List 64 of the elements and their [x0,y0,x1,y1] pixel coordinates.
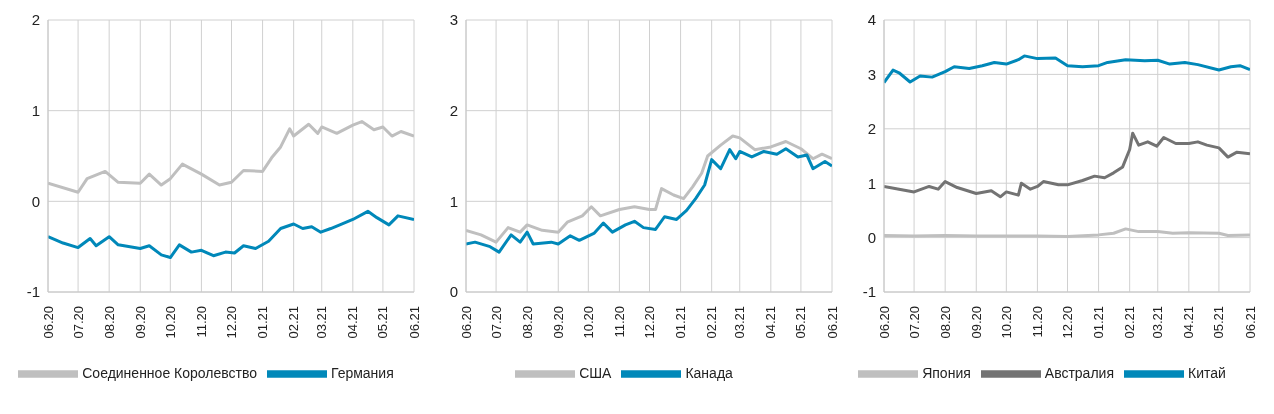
x-tick-label: 08.20 [519,306,535,339]
x-tick-label: 06.20 [458,306,474,339]
y-tick-label: 3 [867,65,876,83]
x-tick-label: 01.21 [255,306,271,339]
line-series [884,131,1250,199]
y-tick-label: 0 [867,228,876,246]
y-tick-label: -1 [26,283,40,301]
line-series [884,54,1250,85]
x-tick-label: 12.20 [642,306,657,339]
x-tick-label: 10.20 [162,306,178,339]
x-tick-label: 05.21 [1211,306,1227,339]
x-tick-label: 08.20 [101,306,117,339]
y-tick-label: 1 [867,174,876,192]
x-tick-label: 12.20 [224,306,239,339]
x-tick-label: 07.20 [488,306,504,339]
x-tick-label: 10.20 [580,306,596,339]
y-tick-label: 4 [867,11,876,29]
x-tick-label: 06.21 [406,306,422,339]
line-series [466,147,832,254]
x-tick-label: 09.20 [132,306,148,339]
x-tick-label: 06.20 [40,306,56,339]
y-tick-label: 1 [31,101,40,119]
x-tick-label: 11.20 [1029,306,1045,338]
legend-label: Австралия [1044,364,1114,381]
x-tick-label: 06.20 [876,306,892,339]
x-tick-label: 10.20 [998,306,1014,339]
x-tick-label: 02.21 [286,306,302,339]
legend-label: Германия [330,364,394,381]
x-tick-label: 06.21 [824,306,840,339]
x-tick-label: 05.21 [793,306,809,339]
legend-label: США [579,364,612,381]
y-tick-label: 0 [31,192,40,210]
x-tick-label: 02.21 [1122,306,1138,339]
x-tick-label: 08.20 [937,306,953,339]
legend-label: Канада [685,364,733,381]
x-tick-label: 11.20 [193,306,209,338]
x-tick-label: 03.21 [1150,306,1166,339]
y-tick-label: -1 [862,283,876,301]
y-tick-label: 3 [449,11,458,29]
x-tick-label: 01.21 [673,306,689,339]
y-tick-label: 2 [867,120,876,138]
y-tick-label: 2 [449,101,458,119]
x-tick-label: 04.21 [763,306,779,339]
x-tick-label: 04.21 [345,306,361,339]
x-tick-label: 07.20 [906,306,922,339]
y-tick-label: 1 [449,192,458,210]
x-tick-label: 05.21 [375,306,391,339]
x-tick-label: 07.20 [70,306,86,339]
legend-label: Япония [922,364,971,381]
x-tick-label: 03.21 [732,306,748,339]
y-tick-label: 0 [449,283,458,301]
x-tick-label: 09.20 [968,306,984,339]
legend-label: Соединенное Королевство [82,364,257,381]
x-tick-label: 01.21 [1091,306,1107,339]
x-tick-label: 06.21 [1242,306,1258,339]
x-tick-label: 11.20 [611,306,627,338]
x-tick-label: 02.21 [704,306,720,339]
x-tick-label: 09.20 [550,306,566,339]
x-tick-label: 04.21 [1181,306,1197,339]
x-tick-label: 12.20 [1060,306,1075,339]
legend-label: Китай [1187,364,1226,381]
line-series [48,209,414,260]
x-tick-label: 03.21 [314,306,330,339]
y-tick-label: 2 [31,11,40,29]
